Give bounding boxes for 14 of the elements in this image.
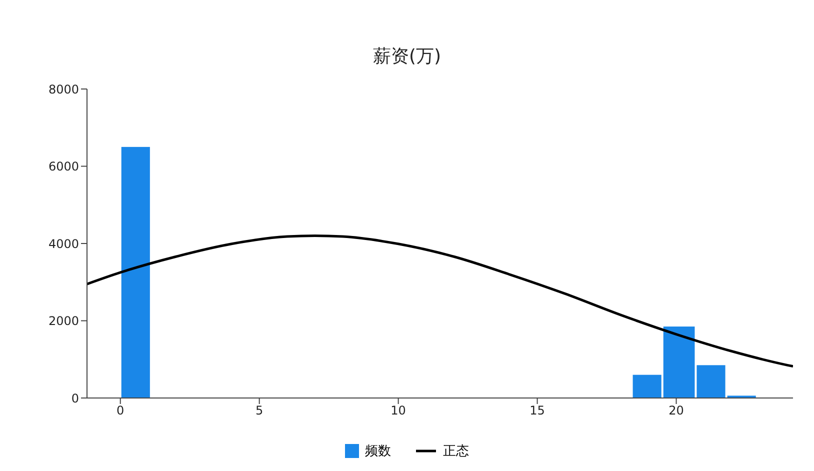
chart-title: 薪资(万) bbox=[372, 45, 442, 68]
x-tick-label: 5 bbox=[256, 404, 264, 418]
legend-label: 频数 bbox=[364, 443, 391, 460]
y-tick-label: 6000 bbox=[48, 160, 79, 174]
y-tick-label: 2000 bbox=[48, 314, 79, 328]
x-tick-label: 0 bbox=[116, 404, 124, 418]
x-tick-label: 10 bbox=[390, 404, 406, 418]
line-series bbox=[87, 234, 793, 368]
y-tick-label: 4000 bbox=[48, 236, 79, 251]
x-tick-label: 20 bbox=[668, 404, 684, 418]
y-tick-label: 0 bbox=[71, 391, 79, 406]
x-tick-label: 15 bbox=[530, 404, 545, 418]
y-tick-label: 8000 bbox=[48, 82, 79, 96]
legend-label: 正态 bbox=[442, 443, 469, 460]
